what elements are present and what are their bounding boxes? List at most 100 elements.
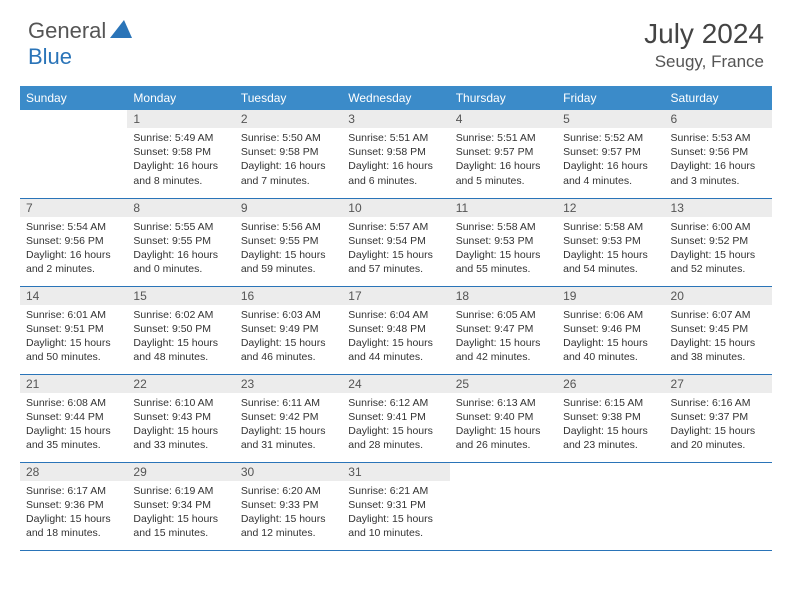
weekday-header: Sunday <box>20 86 127 110</box>
day-number: 7 <box>20 199 127 217</box>
day-details: Sunrise: 5:51 AMSunset: 9:57 PMDaylight:… <box>450 128 557 192</box>
calendar-day-cell <box>665 462 772 550</box>
day-details: Sunrise: 5:56 AMSunset: 9:55 PMDaylight:… <box>235 217 342 281</box>
day-number: 9 <box>235 199 342 217</box>
calendar-day-cell <box>557 462 664 550</box>
weekday-header: Monday <box>127 86 234 110</box>
calendar-day-cell: 29Sunrise: 6:19 AMSunset: 9:34 PMDayligh… <box>127 462 234 550</box>
calendar-table: SundayMondayTuesdayWednesdayThursdayFrid… <box>20 86 772 551</box>
day-number: 25 <box>450 375 557 393</box>
calendar-day-cell: 20Sunrise: 6:07 AMSunset: 9:45 PMDayligh… <box>665 286 772 374</box>
day-number: 16 <box>235 287 342 305</box>
day-details: Sunrise: 5:52 AMSunset: 9:57 PMDaylight:… <box>557 128 664 192</box>
calendar-day-cell: 25Sunrise: 6:13 AMSunset: 9:40 PMDayligh… <box>450 374 557 462</box>
day-details: Sunrise: 5:58 AMSunset: 9:53 PMDaylight:… <box>450 217 557 281</box>
weekday-header: Wednesday <box>342 86 449 110</box>
day-number: 30 <box>235 463 342 481</box>
day-number: 17 <box>342 287 449 305</box>
calendar-day-cell: 10Sunrise: 5:57 AMSunset: 9:54 PMDayligh… <box>342 198 449 286</box>
day-details: Sunrise: 5:51 AMSunset: 9:58 PMDaylight:… <box>342 128 449 192</box>
calendar-day-cell: 3Sunrise: 5:51 AMSunset: 9:58 PMDaylight… <box>342 110 449 198</box>
calendar-day-cell: 26Sunrise: 6:15 AMSunset: 9:38 PMDayligh… <box>557 374 664 462</box>
calendar-day-cell: 5Sunrise: 5:52 AMSunset: 9:57 PMDaylight… <box>557 110 664 198</box>
day-details: Sunrise: 5:53 AMSunset: 9:56 PMDaylight:… <box>665 128 772 192</box>
day-number: 19 <box>557 287 664 305</box>
calendar-day-cell: 2Sunrise: 5:50 AMSunset: 9:58 PMDaylight… <box>235 110 342 198</box>
day-number: 31 <box>342 463 449 481</box>
day-number: 26 <box>557 375 664 393</box>
day-number: 2 <box>235 110 342 128</box>
calendar-day-cell: 19Sunrise: 6:06 AMSunset: 9:46 PMDayligh… <box>557 286 664 374</box>
day-number: 1 <box>127 110 234 128</box>
day-details: Sunrise: 5:57 AMSunset: 9:54 PMDaylight:… <box>342 217 449 281</box>
day-details: Sunrise: 6:15 AMSunset: 9:38 PMDaylight:… <box>557 393 664 457</box>
day-details: Sunrise: 6:04 AMSunset: 9:48 PMDaylight:… <box>342 305 449 369</box>
calendar-day-cell: 21Sunrise: 6:08 AMSunset: 9:44 PMDayligh… <box>20 374 127 462</box>
calendar-week-row: 7Sunrise: 5:54 AMSunset: 9:56 PMDaylight… <box>20 198 772 286</box>
calendar-day-cell: 9Sunrise: 5:56 AMSunset: 9:55 PMDaylight… <box>235 198 342 286</box>
calendar-day-cell: 23Sunrise: 6:11 AMSunset: 9:42 PMDayligh… <box>235 374 342 462</box>
brand-logo: General <box>28 18 134 44</box>
weekday-header: Friday <box>557 86 664 110</box>
calendar-day-cell: 14Sunrise: 6:01 AMSunset: 9:51 PMDayligh… <box>20 286 127 374</box>
day-number: 8 <box>127 199 234 217</box>
calendar-day-cell: 30Sunrise: 6:20 AMSunset: 9:33 PMDayligh… <box>235 462 342 550</box>
day-number: 5 <box>557 110 664 128</box>
calendar-day-cell: 13Sunrise: 6:00 AMSunset: 9:52 PMDayligh… <box>665 198 772 286</box>
day-number: 12 <box>557 199 664 217</box>
day-details: Sunrise: 6:10 AMSunset: 9:43 PMDaylight:… <box>127 393 234 457</box>
day-details: Sunrise: 5:54 AMSunset: 9:56 PMDaylight:… <box>20 217 127 281</box>
header: General July 2024 Seugy, France <box>0 0 792 80</box>
month-title: July 2024 <box>644 18 764 50</box>
day-number: 6 <box>665 110 772 128</box>
day-number: 29 <box>127 463 234 481</box>
calendar-day-cell: 24Sunrise: 6:12 AMSunset: 9:41 PMDayligh… <box>342 374 449 462</box>
day-number: 22 <box>127 375 234 393</box>
day-details: Sunrise: 6:17 AMSunset: 9:36 PMDaylight:… <box>20 481 127 545</box>
day-details: Sunrise: 6:12 AMSunset: 9:41 PMDaylight:… <box>342 393 449 457</box>
brand-part2: Blue <box>28 44 72 69</box>
calendar-day-cell: 17Sunrise: 6:04 AMSunset: 9:48 PMDayligh… <box>342 286 449 374</box>
calendar-day-cell: 31Sunrise: 6:21 AMSunset: 9:31 PMDayligh… <box>342 462 449 550</box>
day-details: Sunrise: 5:55 AMSunset: 9:55 PMDaylight:… <box>127 217 234 281</box>
day-details: Sunrise: 6:06 AMSunset: 9:46 PMDaylight:… <box>557 305 664 369</box>
day-details: Sunrise: 6:21 AMSunset: 9:31 PMDaylight:… <box>342 481 449 545</box>
day-number: 21 <box>20 375 127 393</box>
weekday-header: Thursday <box>450 86 557 110</box>
brand-part2-wrap: Blue <box>28 44 72 70</box>
day-details: Sunrise: 6:07 AMSunset: 9:45 PMDaylight:… <box>665 305 772 369</box>
calendar-week-row: 1Sunrise: 5:49 AMSunset: 9:58 PMDaylight… <box>20 110 772 198</box>
day-number: 3 <box>342 110 449 128</box>
day-details: Sunrise: 6:13 AMSunset: 9:40 PMDaylight:… <box>450 393 557 457</box>
calendar-body: 1Sunrise: 5:49 AMSunset: 9:58 PMDaylight… <box>20 110 772 550</box>
day-number: 14 <box>20 287 127 305</box>
day-number: 27 <box>665 375 772 393</box>
calendar-day-cell: 18Sunrise: 6:05 AMSunset: 9:47 PMDayligh… <box>450 286 557 374</box>
day-details: Sunrise: 6:05 AMSunset: 9:47 PMDaylight:… <box>450 305 557 369</box>
day-number: 28 <box>20 463 127 481</box>
calendar-day-cell: 11Sunrise: 5:58 AMSunset: 9:53 PMDayligh… <box>450 198 557 286</box>
day-details: Sunrise: 6:00 AMSunset: 9:52 PMDaylight:… <box>665 217 772 281</box>
day-details: Sunrise: 5:58 AMSunset: 9:53 PMDaylight:… <box>557 217 664 281</box>
title-block: July 2024 Seugy, France <box>644 18 764 72</box>
day-number: 15 <box>127 287 234 305</box>
calendar-day-cell: 28Sunrise: 6:17 AMSunset: 9:36 PMDayligh… <box>20 462 127 550</box>
day-details: Sunrise: 5:49 AMSunset: 9:58 PMDaylight:… <box>127 128 234 192</box>
calendar-day-cell: 16Sunrise: 6:03 AMSunset: 9:49 PMDayligh… <box>235 286 342 374</box>
day-details: Sunrise: 6:03 AMSunset: 9:49 PMDaylight:… <box>235 305 342 369</box>
calendar-day-cell: 27Sunrise: 6:16 AMSunset: 9:37 PMDayligh… <box>665 374 772 462</box>
day-number: 11 <box>450 199 557 217</box>
day-details: Sunrise: 6:11 AMSunset: 9:42 PMDaylight:… <box>235 393 342 457</box>
calendar-day-cell: 7Sunrise: 5:54 AMSunset: 9:56 PMDaylight… <box>20 198 127 286</box>
day-details: Sunrise: 6:02 AMSunset: 9:50 PMDaylight:… <box>127 305 234 369</box>
day-details: Sunrise: 5:50 AMSunset: 9:58 PMDaylight:… <box>235 128 342 192</box>
day-number: 23 <box>235 375 342 393</box>
day-details: Sunrise: 6:19 AMSunset: 9:34 PMDaylight:… <box>127 481 234 545</box>
calendar-day-cell: 4Sunrise: 5:51 AMSunset: 9:57 PMDaylight… <box>450 110 557 198</box>
calendar-day-cell <box>450 462 557 550</box>
day-number: 20 <box>665 287 772 305</box>
day-details: Sunrise: 6:08 AMSunset: 9:44 PMDaylight:… <box>20 393 127 457</box>
calendar-week-row: 14Sunrise: 6:01 AMSunset: 9:51 PMDayligh… <box>20 286 772 374</box>
day-details: Sunrise: 6:20 AMSunset: 9:33 PMDaylight:… <box>235 481 342 545</box>
weekday-header: Saturday <box>665 86 772 110</box>
